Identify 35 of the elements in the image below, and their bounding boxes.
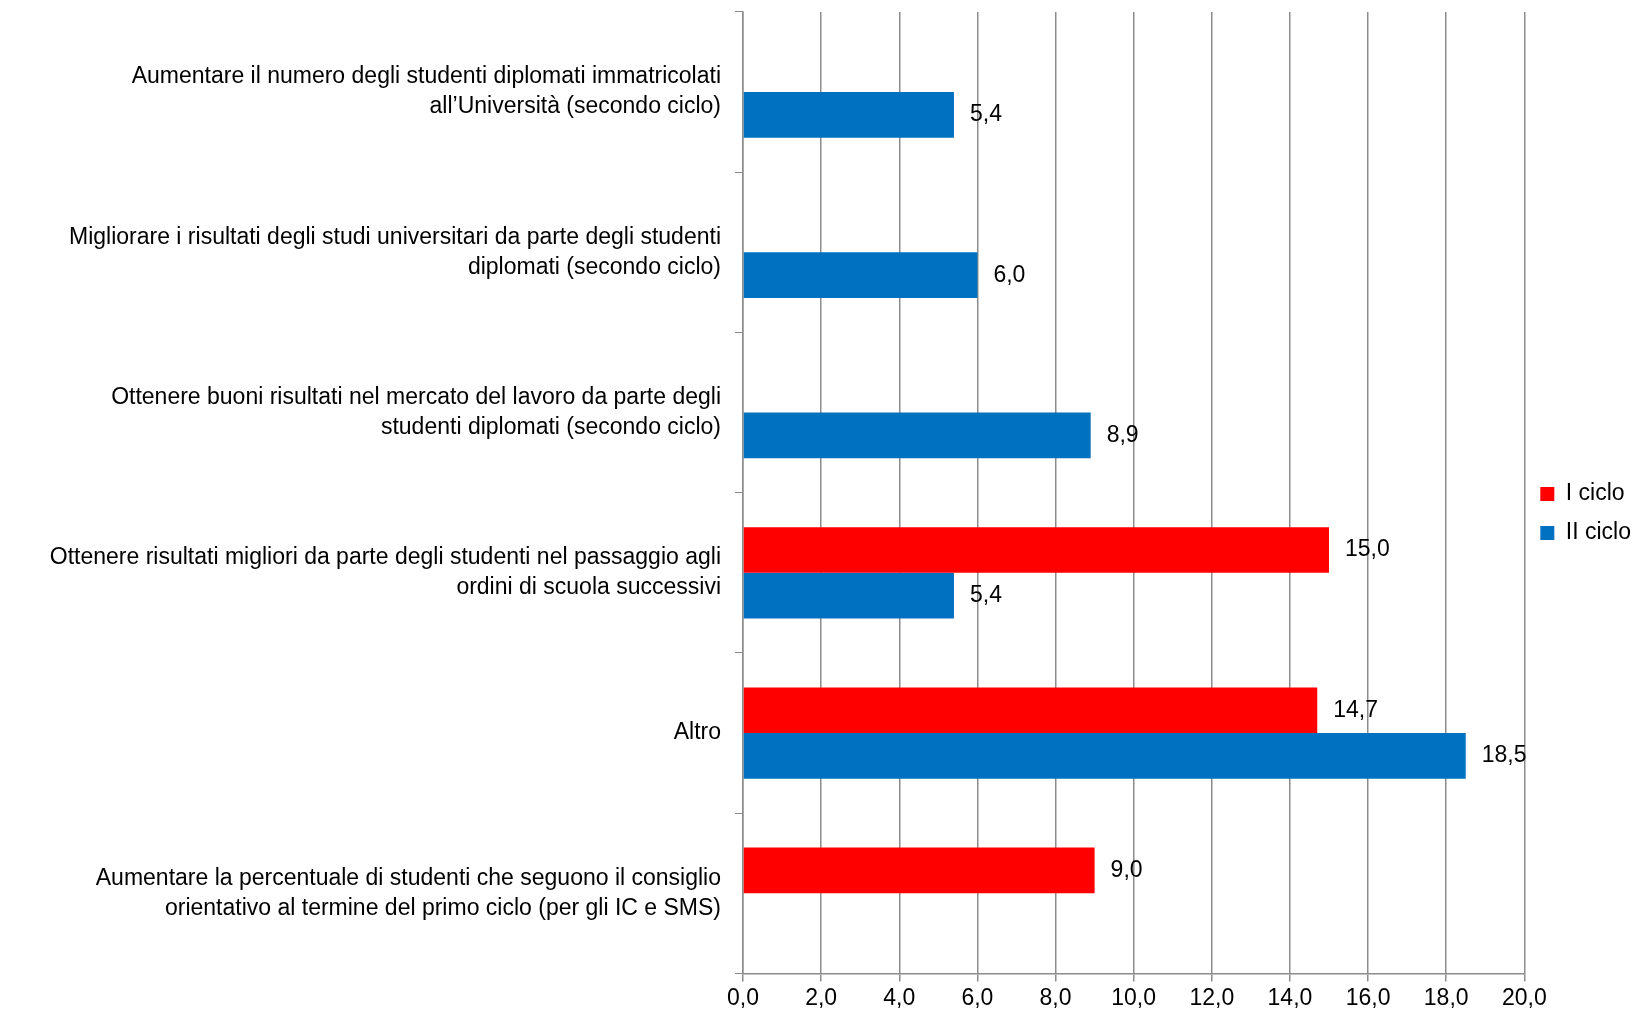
x-tick-label: 20,0: [1501, 983, 1547, 1010]
x-tick-label: 6,0: [961, 983, 994, 1010]
bar: [743, 527, 1329, 573]
data-label: 15,0: [1344, 535, 1390, 562]
bar: [743, 847, 1095, 894]
x-tick-label: 18,0: [1423, 983, 1469, 1010]
legend-label: II ciclo: [1565, 518, 1632, 545]
bar: [743, 252, 978, 299]
data-label: 5,4: [969, 100, 1003, 127]
bar: [743, 572, 954, 619]
x-tick-label: 16,0: [1345, 983, 1391, 1010]
y-tick-label: Aumentare il numero degli studenti diplomati immatricolati all’Università (secondo ciclo): [131, 62, 721, 119]
x-tick-label: 4,0: [883, 983, 916, 1010]
data-label: 9,0: [1110, 855, 1143, 882]
y-tick-label: Migliorare i risultati degli studi universitari da parte degli studenti diplomati (secondo ciclo): [69, 222, 721, 279]
y-tick-label: Ottenere buoni risultati nel mercato del lavoro da parte degli studenti diplomati (secondo ciclo): [111, 382, 721, 439]
data-label: 6,0: [993, 260, 1026, 287]
bar: [743, 687, 1318, 734]
y-tick-label: Altro: [673, 718, 721, 745]
x-tick-label: 8,0: [1039, 983, 1072, 1010]
x-tick-label: 12,0: [1189, 983, 1235, 1010]
x-tick-label: 14,0: [1267, 983, 1313, 1010]
legend-label: I ciclo: [1565, 479, 1625, 506]
x-tick-label: 0,0: [727, 983, 759, 1010]
data-label: 18,5: [1481, 741, 1527, 768]
y-tick-label: Aumentare la percentuale di studenti che seguono il consiglio orientativo al termine del primo ciclo (per gli IC e SMS): [95, 863, 721, 920]
data-label: 14,7: [1333, 695, 1379, 722]
bar: [743, 92, 954, 138]
y-tick-label: Ottenere risultati migliori da parte degli studenti nel passaggio agli ordini di scuola successivi: [49, 543, 721, 600]
data-label: 8,9: [1106, 420, 1139, 447]
x-tick-label: 10,0: [1111, 983, 1157, 1010]
data-label: 5,4: [969, 580, 1003, 607]
x-tick-label: 2,0: [805, 983, 838, 1010]
bar: [743, 733, 1466, 779]
bar: [743, 412, 1091, 459]
